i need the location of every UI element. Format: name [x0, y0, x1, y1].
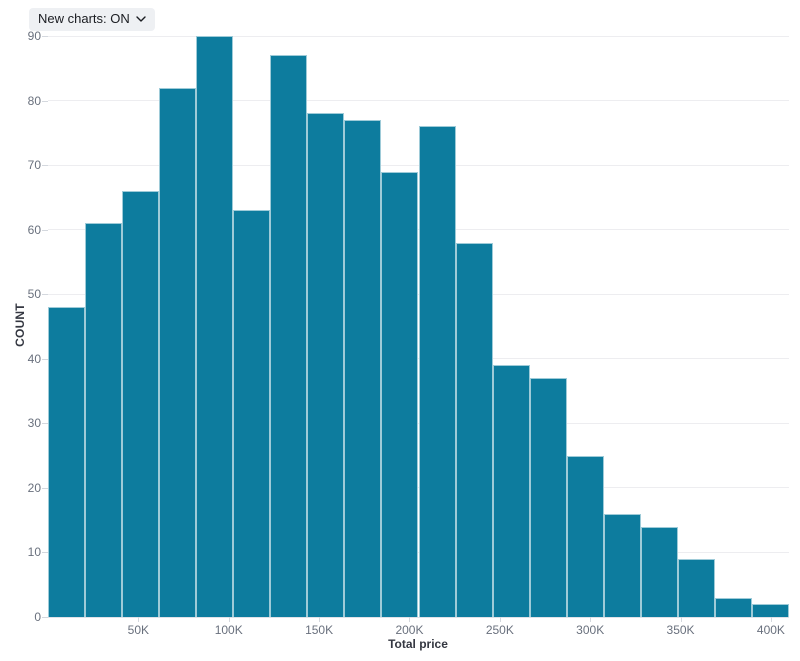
x-tick-mark [228, 617, 230, 622]
histogram-bar[interactable] [492, 365, 530, 617]
histogram-bar[interactable] [233, 210, 271, 617]
y-tick-label: 40 [27, 351, 41, 366]
y-tick-label: 50 [27, 287, 41, 302]
y-tick-label: 80 [27, 93, 41, 108]
x-tick-label: 300K [576, 623, 605, 637]
histogram-bar[interactable] [418, 126, 456, 617]
y-tick-mark [42, 294, 48, 296]
x-tick-mark [409, 617, 411, 622]
y-tick-mark [42, 36, 48, 37]
histogram-bar[interactable] [455, 242, 493, 617]
x-tick-label: 50K [127, 623, 150, 637]
y-axis-title: COUNT [13, 303, 27, 347]
x-tick-mark [770, 617, 772, 622]
histogram-bar[interactable] [640, 526, 678, 617]
y-gridline [48, 100, 789, 102]
histogram-bar[interactable] [270, 55, 308, 617]
y-tick-mark [42, 358, 48, 360]
y-tick-mark [42, 100, 48, 102]
histogram-bar[interactable] [48, 307, 86, 617]
y-gridline [48, 35, 789, 37]
x-tick-mark [319, 617, 321, 622]
x-tick-label: 250K [485, 623, 514, 637]
x-tick-label: 150K [305, 623, 334, 637]
x-tick-label: 200K [395, 623, 424, 637]
x-tick-label: 400K [756, 623, 785, 637]
y-tick-mark [42, 617, 48, 618]
y-tick-mark [42, 487, 48, 489]
histogram-bar[interactable] [159, 87, 197, 617]
y-tick-label: 0 [34, 610, 41, 624]
y-tick-label: 30 [27, 416, 41, 431]
histogram-bar[interactable] [751, 604, 789, 617]
histogram-bar[interactable] [677, 558, 715, 617]
histogram-bar[interactable] [529, 378, 567, 617]
histogram-bar[interactable] [85, 223, 123, 617]
x-tick-mark [590, 617, 592, 622]
y-tick-label: 10 [27, 545, 41, 560]
x-tick-label: 350K [666, 623, 695, 637]
y-tick-label: 20 [27, 480, 41, 495]
histogram-bar[interactable] [603, 513, 641, 617]
new-charts-toggle[interactable]: New charts: ON [29, 8, 155, 31]
x-axis-line [48, 617, 789, 618]
new-charts-toggle-label: New charts: ON [38, 11, 130, 26]
y-tick-mark [42, 552, 48, 554]
y-tick-label: 60 [27, 222, 41, 237]
histogram-bar[interactable] [344, 119, 382, 617]
histogram-bar[interactable] [196, 36, 234, 617]
plot-area [48, 35, 789, 618]
x-tick-mark [499, 617, 501, 622]
x-tick-mark [680, 617, 682, 622]
histogram-bar[interactable] [122, 190, 160, 617]
histogram-bar[interactable] [307, 113, 345, 617]
x-axis-title: Total price [388, 637, 448, 651]
x-tick-mark [138, 617, 140, 622]
y-tick-mark [42, 423, 48, 425]
y-tick-mark [42, 165, 48, 167]
histogram-bar[interactable] [381, 171, 419, 617]
x-tick-label: 100K [214, 623, 243, 637]
histogram-bar[interactable] [714, 597, 752, 617]
histogram-bar[interactable] [566, 455, 604, 617]
y-tick-mark [42, 229, 48, 231]
y-tick-label: 70 [27, 158, 41, 173]
chevron-down-icon [136, 16, 146, 22]
y-tick-label: 90 [27, 29, 41, 43]
